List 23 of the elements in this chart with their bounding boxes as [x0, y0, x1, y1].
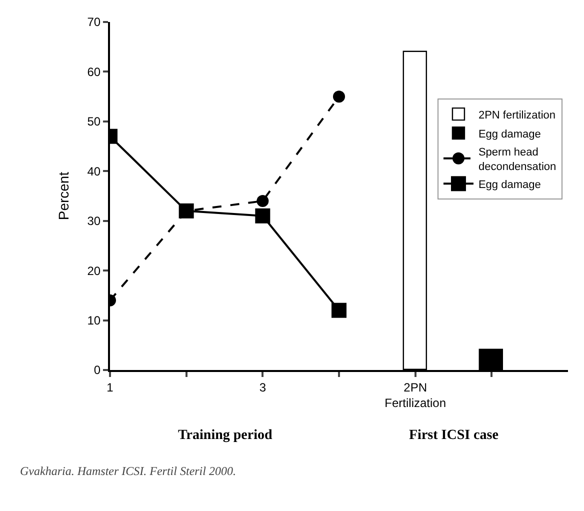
text: Training period	[178, 428, 272, 443]
y-tick-label: 10	[87, 313, 101, 328]
point	[332, 302, 346, 318]
x-tick-label: 3	[259, 380, 266, 394]
point	[256, 194, 269, 207]
point	[333, 90, 345, 103]
y-tick-label: 50	[87, 114, 101, 129]
text: Gvakharia. Hamster ICSI. Fertil Steril 2000.	[20, 464, 236, 478]
legend-label: 2PN fertilization	[478, 109, 556, 122]
y-axis-title: Percent	[55, 172, 72, 220]
legend-label: Egg damage	[478, 128, 541, 140]
legend-label: Sperm head decondensation	[478, 146, 556, 173]
x-tick-label: 1	[106, 380, 114, 394]
y-tick-label: 60	[87, 64, 101, 79]
legend-label: Egg damage	[478, 178, 541, 191]
y-tick-label: 30	[87, 214, 101, 228]
y-tick-label: 0	[94, 363, 101, 378]
y-tick-label: 70	[87, 15, 101, 30]
x-tick-label: 2PN Fertilization	[384, 380, 446, 410]
y-tick-label: 40	[87, 164, 101, 178]
text: First ICSI case	[409, 428, 498, 443]
y-tick-label: 20	[87, 264, 101, 278]
point	[255, 208, 270, 224]
